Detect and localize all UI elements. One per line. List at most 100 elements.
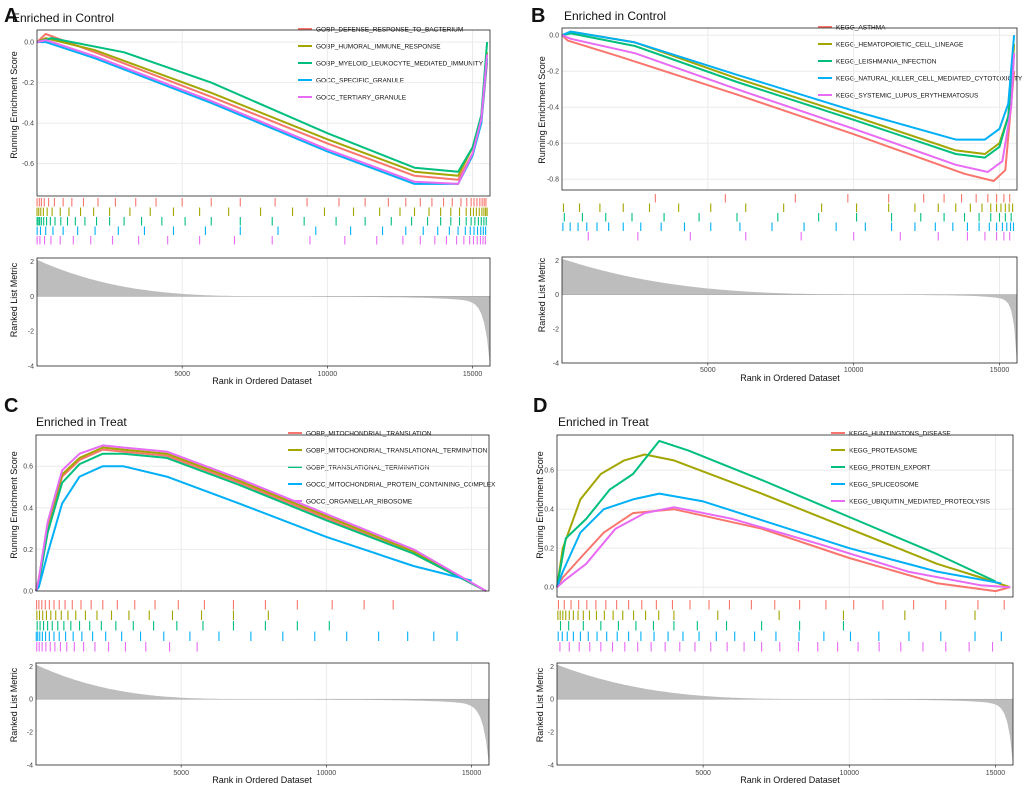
es-tick-label: 0.0	[549, 33, 559, 40]
panel-b-title: Enriched in Control	[564, 9, 666, 23]
metric-tick-label: -4	[27, 763, 33, 770]
es-tick-label: 0.6	[23, 464, 33, 471]
es-tick-label: -0.4	[547, 105, 559, 112]
es-tick-label: -0.4	[22, 121, 34, 128]
metric-tick-label: 0	[550, 697, 554, 704]
panel-d-metric-axis-label: Ranked List Metric	[535, 667, 545, 742]
panel-c-plot: 0.0 0.2 0.4 0.6 2 0 -2 -4 5000 10000 15000	[23, 434, 490, 777]
metric-tick-label: 0	[555, 292, 559, 299]
panel-c-label: C	[4, 395, 18, 417]
es-frame	[556, 434, 1014, 598]
x-tick-label: 10000	[318, 371, 338, 378]
es-line-kegg-systemic-lupus-erythematosus	[561, 34, 1016, 173]
legend-entry: GOBP_HUMORAL_IMMUNE_RESPONSE	[316, 43, 441, 50]
es-line-kegg-ubiquitin-mediated-proteolysis	[556, 506, 1011, 589]
panel-c-x-axis-label: Rank in Ordered Dataset	[212, 775, 312, 785]
panel-a-title: Enriched in Control	[12, 11, 114, 25]
legend-entry: GOCC_ORGANELLAR_RIBOSOME	[306, 498, 413, 505]
metric-tick-label: 0	[29, 697, 33, 704]
legend-entry: KEGG_PROTEASOME	[849, 447, 918, 454]
legend-entry: KEGG_HEMATOPOIETIC_CELL_LINEAGE	[836, 41, 964, 48]
metric-tick-label: 2	[30, 259, 34, 266]
es-line-kegg-huntingtons-disease	[556, 508, 1011, 593]
metric-tick-label: -2	[27, 730, 33, 737]
es-line-gobp-myeloid-leukocyte-mediated-immunity	[36, 37, 489, 173]
metric-frame	[556, 662, 1014, 766]
es-tick-label: -0.6	[547, 141, 559, 148]
panel-b-metric-axis-label: Ranked List Metric	[537, 257, 547, 332]
metric-frame	[561, 256, 1018, 364]
metric-frame	[35, 662, 490, 766]
x-tick-label: 5000	[695, 770, 711, 777]
legend-entry: KEGG_SYSTEMIC_LUPUS_ERYTHEMATOSUS	[836, 92, 979, 99]
es-line-kegg-leishmania-infection	[561, 32, 1016, 159]
panel-d-plot: 0.0 0.2 0.4 0.6 2 0 -2 -4 5000 10000 15000	[544, 434, 1014, 777]
metric-tick-label: 2	[555, 258, 559, 265]
ranked-metric-area	[557, 664, 1013, 765]
es-tick-label: -0.6	[22, 161, 34, 168]
panel-c-legend: GOBP_MITOCHONDRIAL_TRANSLATION GOBP_MITOC…	[288, 430, 496, 505]
panel-d-es-axis-label: Running Enrichment Score	[535, 451, 545, 559]
es-line-kegg-spliceosome	[556, 492, 1002, 588]
legend-entry: KEGG_UBIQUITIN_MEDIATED_PROTEOLYSIS	[849, 498, 991, 505]
legend-entry: GOCC_SPECIFIC_GRANULE	[316, 77, 405, 84]
x-tick-label: 10000	[840, 770, 860, 777]
metric-tick-label: -2	[553, 326, 559, 333]
x-tick-label: 15000	[463, 371, 483, 378]
es-frame	[561, 27, 1018, 191]
es-tick-label: 0.0	[23, 589, 33, 596]
panel-b-x-axis-label: Rank in Ordered Dataset	[740, 373, 840, 383]
es-tick-label: 0.4	[23, 505, 33, 512]
legend-entry: GOCC_MITOCHONDRIAL_PROTEIN_CONTAINING_CO…	[306, 481, 496, 488]
x-tick-label: 5000	[173, 770, 189, 777]
es-line-gocc-tertiary-granule	[36, 39, 489, 185]
panel-c-metric-axis-label: Ranked List Metric	[9, 667, 19, 742]
panel-a-plot: 0.0 -0.2 -0.4 -0.6 2 0 -2 -4 5000 10000 15000	[22, 29, 491, 378]
metric-tick-label: -4	[548, 763, 554, 770]
es-tick-label: -0.2	[22, 80, 34, 87]
ranked-metric-area	[562, 258, 1017, 363]
plot-areas: 0.0 -0.2 -0.4 -0.6 2 0 -2 -4 5000 10000 15000 0.0 -0…	[22, 27, 1018, 777]
legend-entry: GOBP_MITOCHONDRIAL_TRANSLATIONAL_TERMINA…	[306, 447, 488, 454]
legend-entry: KEGG_SPLICEOSOME	[849, 481, 919, 488]
panel-d-label: D	[533, 395, 547, 417]
panel-b-label: B	[531, 5, 545, 27]
panel-b-es-axis-label: Running Enrichment Score	[537, 56, 547, 164]
es-line-kegg-protein-export	[556, 439, 996, 588]
es-line-kegg-proteasome	[556, 453, 1011, 589]
x-tick-label: 15000	[986, 770, 1006, 777]
panel-d-title: Enriched in Treat	[558, 415, 649, 429]
es-tick-label: -0.8	[547, 177, 559, 184]
legend-entry: KEGG_NATURAL_KILLER_CELL_MEDIATED_CYTOTO…	[836, 75, 1023, 82]
panel-a-x-axis-label: Rank in Ordered Dataset	[212, 376, 312, 386]
panel-b: B Enriched in Control Running Enrichment…	[531, 5, 1023, 383]
legend-entry: GOBP_MYELOID_LEUKOCYTE_MEDIATED_IMMUNITY	[316, 60, 484, 67]
metric-tick-label: 2	[550, 664, 554, 671]
panel-d-x-axis-label: Rank in Ordered Dataset	[740, 775, 840, 785]
x-tick-label: 5000	[174, 371, 190, 378]
panel-a-es-axis-label: Running Enrichment Score	[9, 51, 19, 159]
ranked-metric-area	[37, 259, 490, 366]
x-tick-label: 15000	[990, 367, 1010, 374]
legend-entry: GOBP_TRANSLATIONAL_TERMINATION	[306, 464, 430, 471]
es-frame	[36, 29, 491, 197]
x-tick-label: 10000	[844, 367, 864, 374]
panel-c-title: Enriched in Treat	[36, 415, 127, 429]
x-tick-label: 15000	[462, 770, 482, 777]
metric-tick-label: 0	[30, 294, 34, 301]
panel-c: C Enriched in Treat Running Enrichment S…	[4, 395, 496, 785]
es-line-gocc-organellar-ribosome	[35, 444, 487, 592]
panel-a-metric-axis-label: Ranked List Metric	[9, 262, 19, 337]
legend-entry: GOCC_TERTIARY_GRANULE	[316, 94, 407, 101]
es-line-gobp-defense-response-to-bacterium	[36, 33, 489, 181]
es-tick-label: 0.0	[544, 585, 554, 592]
metric-tick-label: -4	[28, 364, 34, 371]
metric-tick-label: -4	[553, 361, 559, 368]
panel-a-label: A	[4, 5, 18, 27]
es-line-gocc-mitochondrial-protein-containing-complex	[35, 465, 472, 592]
legend-entry: KEGG_PROTEIN_EXPORT	[849, 464, 931, 471]
panel-a: A Enriched in Control Running Enrichment…	[4, 5, 484, 386]
ranked-metric-area	[36, 664, 489, 765]
legend-entry: GOBP_MITOCHONDRIAL_TRANSLATION	[306, 430, 432, 437]
